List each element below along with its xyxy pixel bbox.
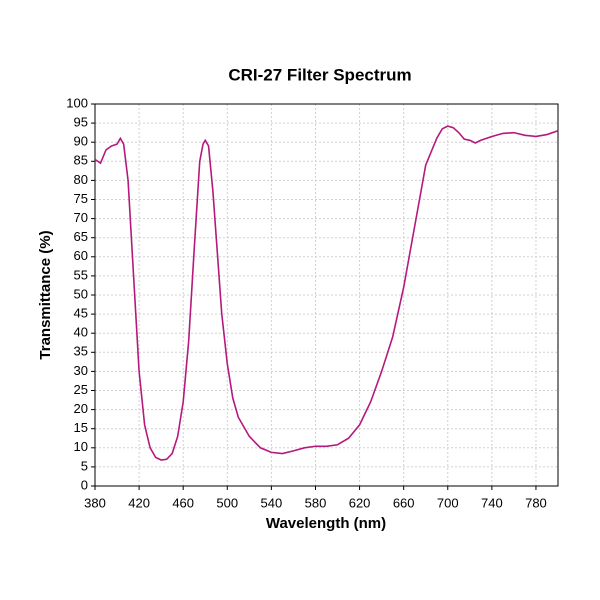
x-tick-label: 460	[172, 495, 194, 510]
y-tick-label: 25	[74, 382, 88, 397]
y-tick-label: 0	[81, 477, 88, 492]
series-line	[94, 125, 559, 461]
x-tick-label: 540	[261, 495, 283, 510]
y-tick-label: 50	[74, 286, 88, 301]
y-axis-label: Transmittance (%)	[37, 230, 54, 359]
x-tick-label: 740	[481, 495, 503, 510]
y-tick-label: 40	[74, 325, 88, 340]
x-tick-label: 780	[525, 495, 547, 510]
y-tick-label: 95	[74, 115, 88, 130]
y-tick-label: 100	[66, 95, 88, 110]
y-tick-label: 45	[74, 306, 88, 321]
plot-frame	[94, 103, 559, 487]
y-tick-label: 70	[74, 210, 88, 225]
x-tick-label: 700	[437, 495, 459, 510]
y-tick-label: 15	[74, 420, 88, 435]
x-tick-label: 380	[84, 495, 106, 510]
x-tick-label: 500	[216, 495, 238, 510]
y-tick-label: 85	[74, 153, 88, 168]
y-tick-label: 5	[81, 458, 88, 473]
y-tick-label: 80	[74, 172, 88, 187]
y-tick-label: 20	[74, 401, 88, 416]
y-tick-label: 35	[74, 344, 88, 359]
y-tick-label: 55	[74, 267, 88, 282]
y-tick-label: 60	[74, 248, 88, 263]
y-tick-label: 10	[74, 439, 88, 454]
y-tick-label: 90	[74, 134, 88, 149]
y-tick-label: 75	[74, 191, 88, 206]
chart-title: CRI-27 Filter Spectrum	[228, 65, 411, 84]
y-tick-label: 30	[74, 363, 88, 378]
y-tick-label: 65	[74, 229, 88, 244]
x-tick-label: 420	[128, 495, 150, 510]
x-tick-label: 660	[393, 495, 415, 510]
x-axis-label: Wavelength (nm)	[266, 515, 386, 532]
x-tick-label: 620	[349, 495, 371, 510]
x-tick-label: 580	[305, 495, 327, 510]
